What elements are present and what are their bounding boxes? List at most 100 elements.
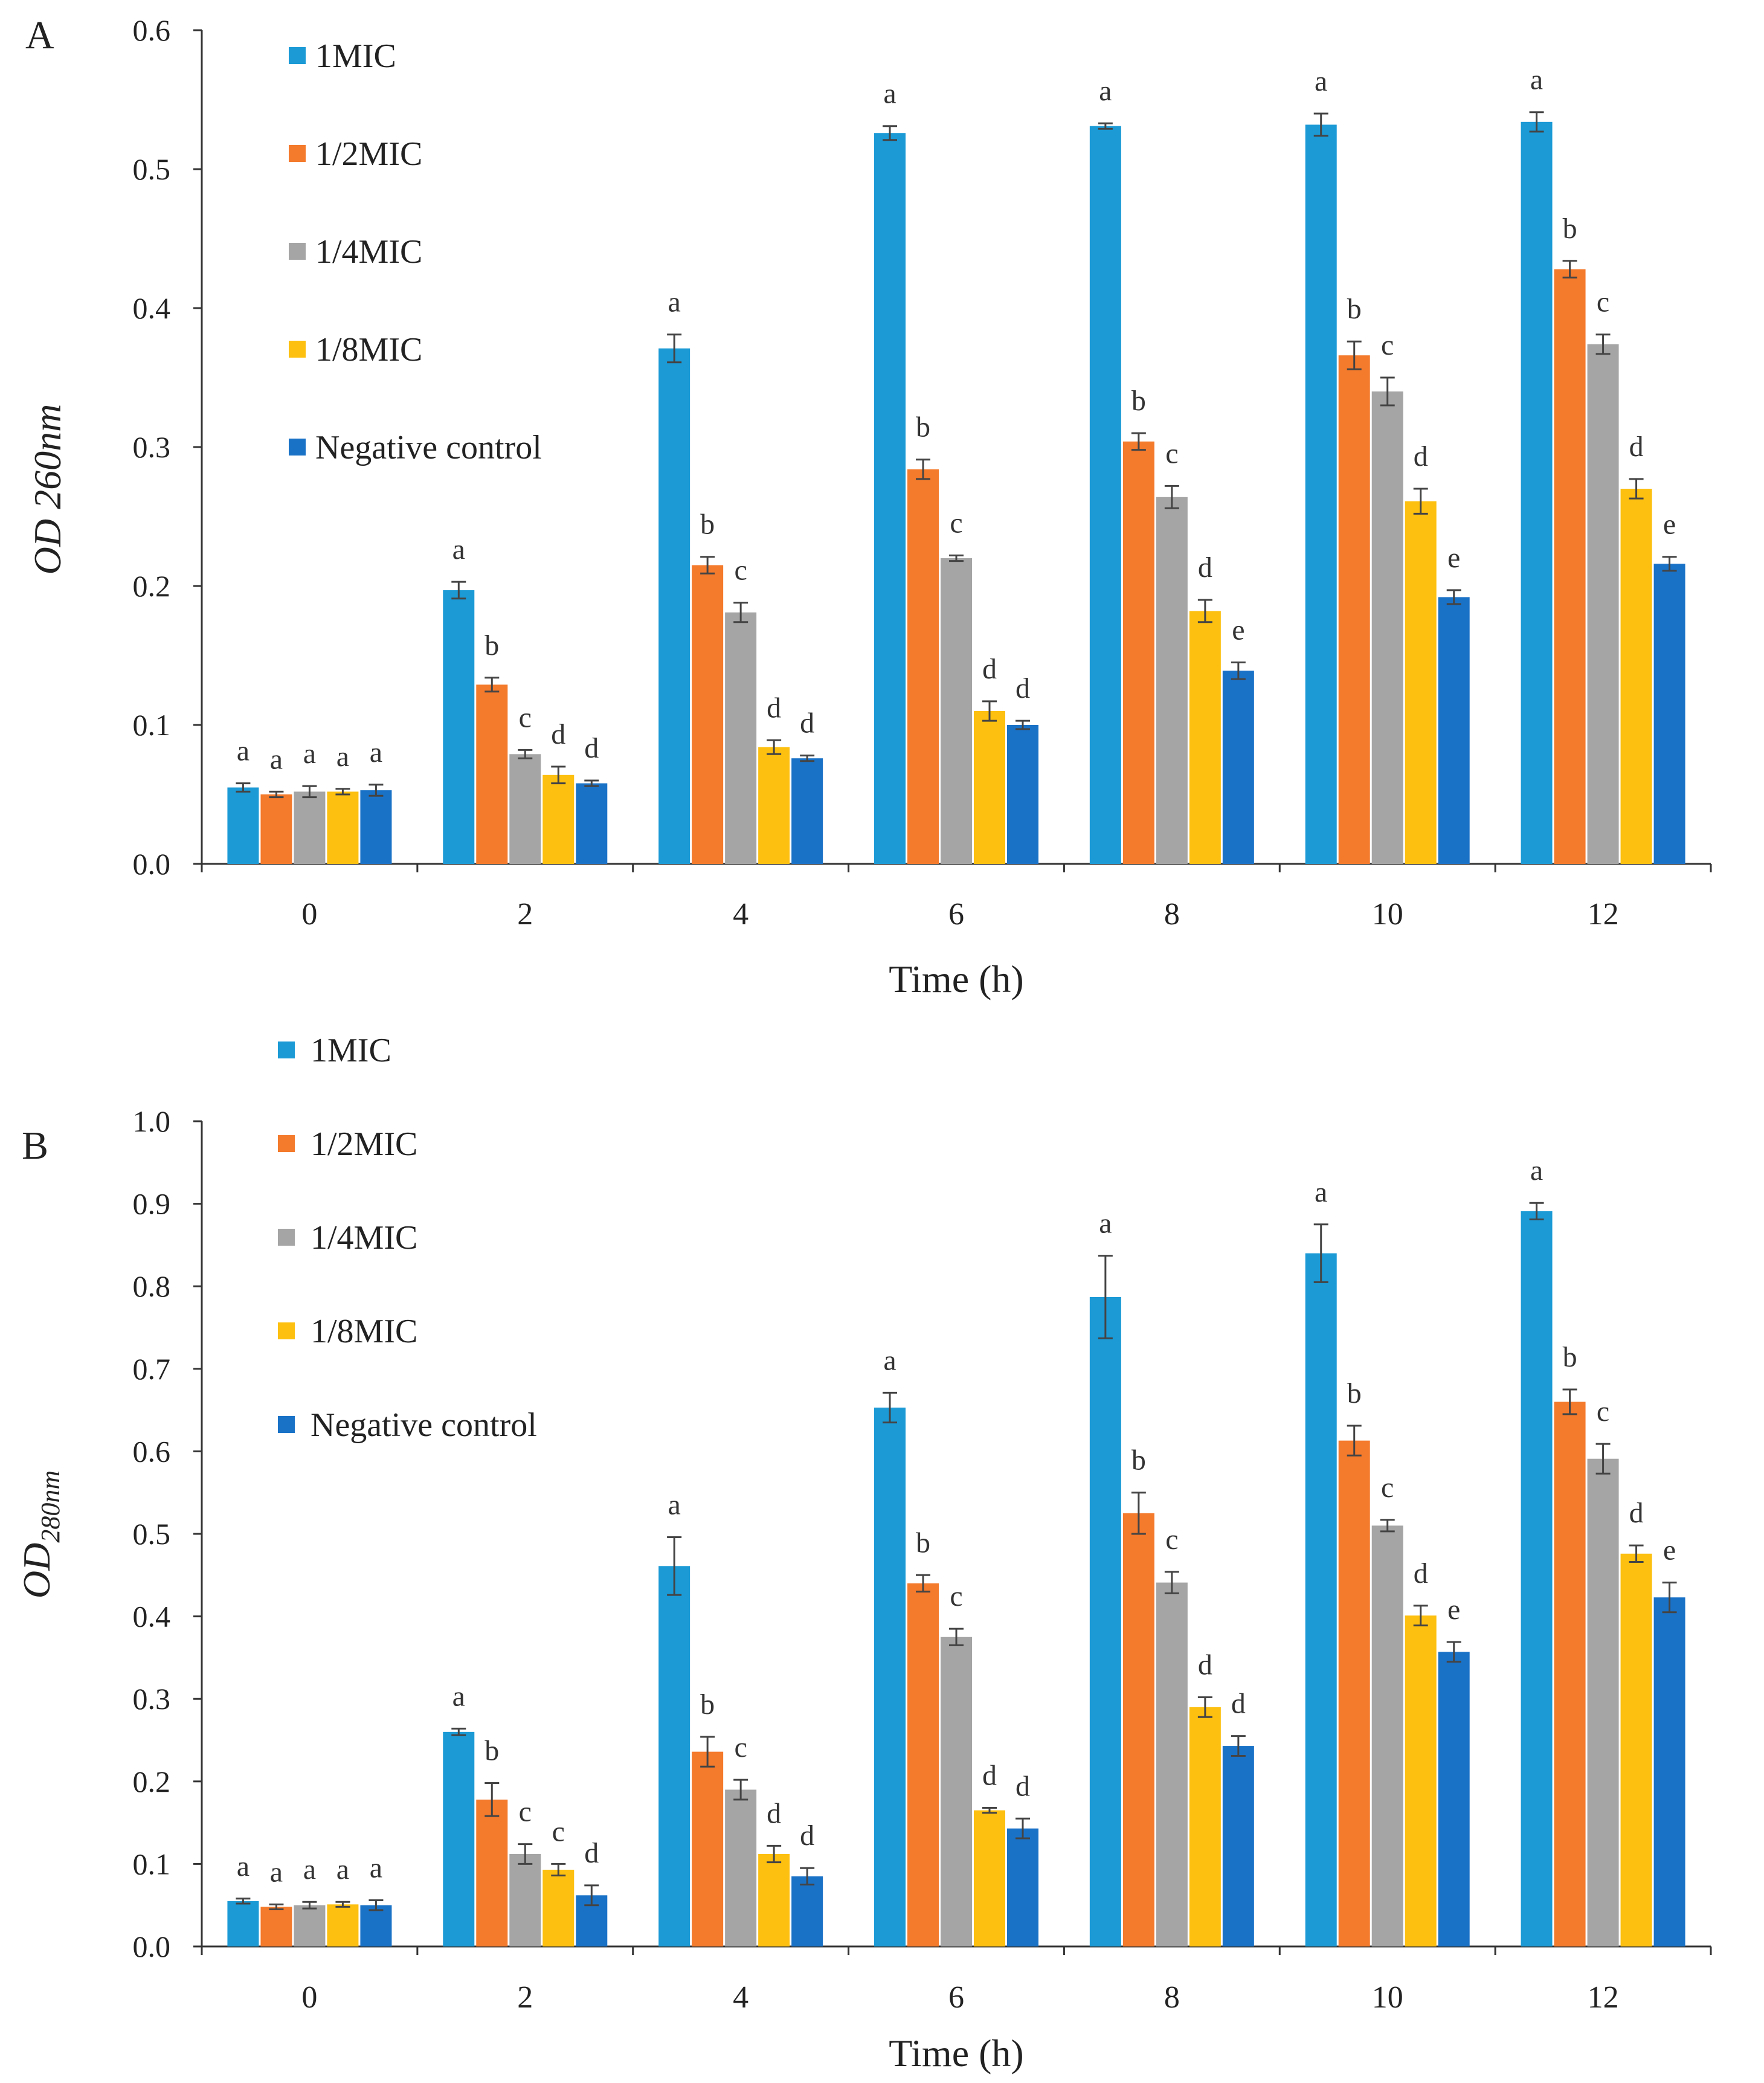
bar — [1222, 671, 1254, 864]
bar — [1156, 497, 1188, 864]
bar — [874, 133, 906, 864]
significance-letter: e — [1663, 509, 1676, 541]
bar — [874, 1408, 906, 1946]
significance-letter: a — [1099, 75, 1112, 107]
legend-item-negative-control: Negative control — [278, 1406, 537, 1444]
bar — [476, 1799, 508, 1946]
significance-letter: d — [1414, 440, 1428, 472]
legend-label: 1MIC — [311, 1032, 391, 1069]
bar — [227, 1901, 259, 1946]
bar — [360, 1905, 392, 1946]
x-tick-label: 10 — [1372, 1980, 1403, 2015]
bar — [758, 747, 790, 864]
bar — [1305, 1253, 1337, 1946]
significance-letter: b — [1563, 213, 1577, 245]
significance-letter: d — [1016, 672, 1030, 704]
bar — [509, 1854, 541, 1946]
panel-b: 0.0 0.1 0.2 0.3 0.4 0.5 0.6 0.7 0.8 0.9 1.0 0 2 4 6 8 10… — [15, 1032, 1712, 2075]
significance-letter: d — [551, 718, 565, 750]
x-tick-label: 12 — [1588, 1980, 1619, 2015]
bar — [1007, 725, 1038, 864]
y-axis-title-main: OD — [15, 1543, 58, 1598]
significance-letter: a — [1315, 1176, 1327, 1208]
significance-letter: a — [303, 1853, 316, 1885]
y-tick-label: 0.3 — [133, 430, 171, 464]
bar — [1122, 441, 1154, 864]
legend-swatch — [278, 1416, 295, 1433]
significance-letter: c — [1165, 1524, 1178, 1556]
bar — [907, 469, 939, 864]
legend-swatch — [289, 145, 306, 162]
significance-letter: e — [1447, 1594, 1460, 1626]
significance-letter: c — [1597, 286, 1609, 318]
significance-letter: c — [519, 1796, 532, 1828]
y-tick-label: 0.4 — [133, 291, 171, 325]
bar — [692, 565, 724, 864]
significance-letter: b — [1347, 1377, 1362, 1409]
legend-label: 1/4MIC — [315, 233, 422, 271]
x-tick-label: 6 — [948, 897, 964, 932]
legend-item-1mic: 1MIC — [289, 37, 396, 75]
bar — [1122, 1513, 1154, 1946]
y-axis-title: OD 260nm — [26, 404, 69, 575]
legend-label: 1/8MIC — [315, 331, 422, 369]
bar — [658, 348, 690, 864]
bar — [1405, 501, 1437, 864]
bar — [974, 1810, 1005, 1946]
bar — [294, 1905, 326, 1946]
bar — [725, 612, 757, 864]
legend-label: 1MIC — [315, 37, 396, 75]
bar — [1653, 1597, 1685, 1946]
significance-letter: a — [370, 1852, 382, 1884]
bar — [1371, 391, 1403, 864]
bar — [1189, 611, 1221, 864]
y-tick-label: 0.0 — [133, 1930, 171, 1963]
significance-letter: d — [982, 1760, 997, 1792]
y-tick-label: 0.6 — [133, 1434, 171, 1468]
bar — [576, 783, 608, 864]
significance-letter: c — [519, 701, 532, 733]
bar — [1189, 1707, 1221, 1946]
bar — [227, 787, 259, 864]
y-tick-label: 1.0 — [133, 1104, 171, 1138]
x-tick-label: 0 — [301, 897, 317, 932]
x-tick-label: 0 — [301, 1980, 317, 2015]
y-tick-label: 0.5 — [133, 1517, 171, 1551]
bar — [1620, 489, 1652, 864]
bar — [1554, 1402, 1586, 1946]
x-tick-label: 4 — [733, 1980, 748, 2015]
significance-letter: a — [1099, 1208, 1112, 1240]
bar — [1438, 597, 1470, 864]
significance-letter: c — [1597, 1396, 1609, 1428]
significance-letter: a — [303, 738, 316, 770]
bar — [1338, 355, 1370, 864]
significance-letter: b — [1131, 1444, 1146, 1476]
y-tick-label: 0.0 — [133, 847, 171, 881]
bar — [941, 1637, 972, 1946]
legend-item-1-2mic: 1/2MIC — [289, 135, 422, 173]
x-tick-label: 10 — [1372, 897, 1403, 932]
x-axis-title: Time (h) — [889, 958, 1023, 1000]
significance-letter: b — [1563, 1341, 1577, 1373]
bar — [260, 794, 292, 864]
y-axis-title: OD280nm — [15, 1470, 65, 1598]
significance-letter: a — [237, 1850, 249, 1882]
bar — [294, 791, 326, 864]
y-tick-label: 0.3 — [133, 1682, 171, 1716]
bar — [907, 1583, 939, 1946]
legend-item-1-8mic: 1/8MIC — [278, 1313, 417, 1350]
significance-letter: a — [668, 286, 680, 318]
significance-letter: c — [950, 1580, 962, 1612]
y-tick-label: 0.2 — [133, 1765, 171, 1798]
significance-letter: b — [700, 509, 715, 541]
bar — [1554, 269, 1586, 864]
bar — [758, 1854, 790, 1946]
